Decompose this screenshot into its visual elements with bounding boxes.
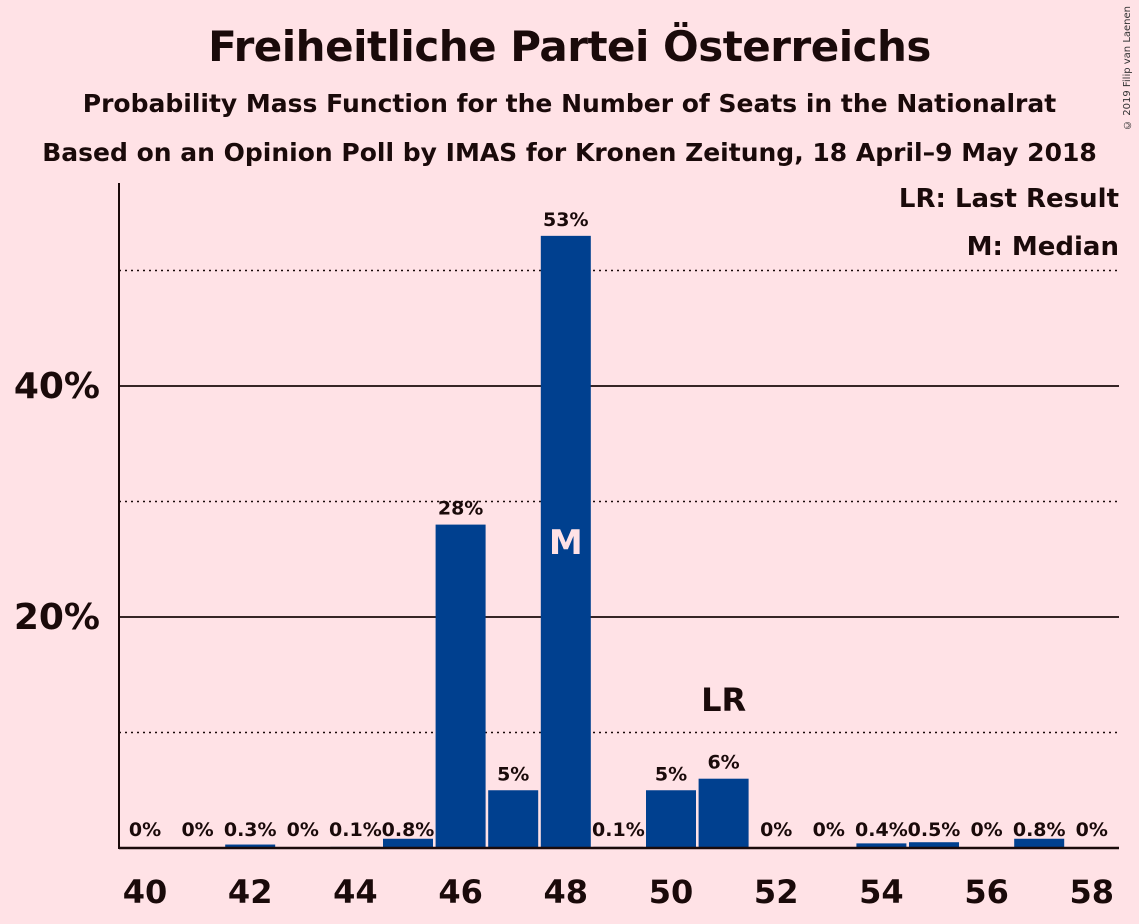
bar-label-44: 0.1% — [329, 819, 382, 841]
x-tick-label-52: 52 — [754, 873, 799, 911]
bar-label-52: 0% — [760, 819, 792, 841]
x-tick-label-42: 42 — [228, 873, 273, 911]
y-tick-label-40: 40% — [14, 366, 100, 407]
bar-label-42: 0.3% — [224, 819, 277, 841]
bar-label-49: 0.1% — [592, 819, 645, 841]
x-tick-label-50: 50 — [649, 873, 694, 911]
bar-54 — [856, 843, 907, 848]
bar-45 — [383, 838, 433, 848]
bar-label-51: 6% — [707, 752, 739, 774]
bar-label-55: 0.5% — [908, 819, 961, 841]
bar-50 — [646, 790, 696, 848]
bar-label-57: 0.8% — [1013, 819, 1066, 841]
x-tick-label-44: 44 — [333, 873, 378, 911]
bar-label-48: 53% — [543, 209, 588, 231]
bar-label-45: 0.8% — [382, 819, 435, 841]
x-tick-label-56: 56 — [964, 873, 1009, 911]
bar-label-53: 0% — [813, 819, 845, 841]
chart-title: Freiheitliche Partei Österreichs — [208, 22, 931, 71]
bar-label-47: 5% — [497, 763, 529, 785]
bar-42 — [225, 844, 276, 848]
y-tick-label-20: 20% — [14, 597, 100, 638]
legend-median: M: Median — [966, 232, 1119, 262]
x-tick-label-54: 54 — [859, 873, 904, 911]
bar-46 — [435, 524, 486, 848]
x-tick-label-40: 40 — [123, 873, 168, 911]
bar-55 — [909, 842, 959, 848]
bar-48 — [540, 235, 591, 849]
median-marker: M — [549, 523, 583, 563]
bar-57 — [1014, 838, 1065, 848]
legend-last-result: LR: Last Result — [898, 184, 1119, 214]
bar-51 — [698, 778, 749, 848]
x-tick-label-46: 46 — [438, 873, 483, 911]
x-tick-label-58: 58 — [1070, 873, 1115, 911]
bar-label-54: 0.4% — [855, 819, 908, 841]
x-tick-label-48: 48 — [544, 873, 589, 911]
last-result-marker: LR — [701, 681, 746, 719]
bar-label-56: 0% — [970, 819, 1002, 841]
bar-label-41: 0% — [181, 819, 213, 841]
bar-label-50: 5% — [655, 763, 687, 785]
bar-label-58: 0% — [1076, 819, 1108, 841]
chart-subtitle-source: Based on an Opinion Poll by IMAS for Kro… — [42, 138, 1097, 167]
bar-label-43: 0% — [287, 819, 319, 841]
chart-subtitle: Probability Mass Function for the Number… — [82, 89, 1057, 118]
bar-47 — [488, 790, 539, 848]
bar-label-46: 28% — [438, 498, 483, 520]
bar-label-40: 0% — [129, 819, 161, 841]
